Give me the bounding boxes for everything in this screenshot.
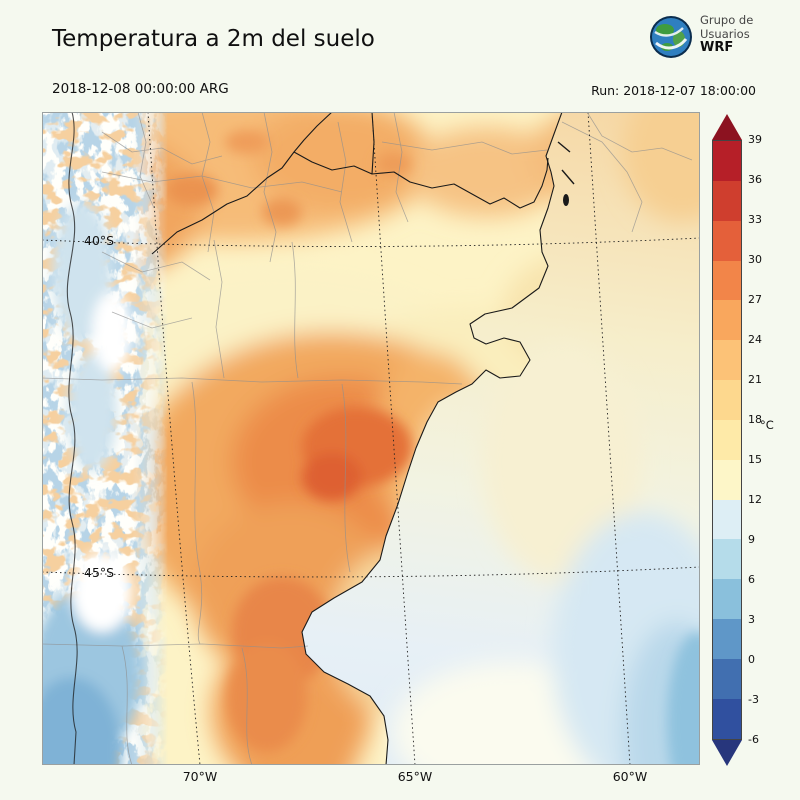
graticule: [42, 112, 700, 765]
temperature-map: 40°S 45°S: [42, 112, 700, 765]
colorbar-band: [713, 658, 741, 699]
wrf-globe-icon: [650, 16, 692, 58]
colorbar-tick-label: 24: [748, 333, 762, 346]
colorbar-tick-label: 15: [748, 453, 762, 466]
colorbar-arrow-top: [712, 114, 742, 140]
lon-label-70w: 70°W: [182, 769, 218, 784]
colorbar-band: [713, 459, 741, 500]
lat-label-40s: 40°S: [84, 233, 114, 248]
colorbar-tick-label: -6: [748, 733, 759, 746]
colorbar-band: [713, 141, 741, 181]
colorbar-band: [713, 340, 741, 381]
colorbar-tick-label: 21: [748, 373, 762, 386]
colorbar-tick-label: 18: [748, 413, 762, 426]
colorbar-unit-label: °C: [760, 418, 774, 432]
chile-border: [66, 112, 78, 765]
colorbar-tick-label: -3: [748, 693, 759, 706]
colorbar-band: [713, 499, 741, 540]
colorbar-tick-label: 36: [748, 173, 762, 186]
lon-label-65w: 65°W: [397, 769, 433, 784]
logo-text: Grupo de Usuarios WRF: [700, 13, 753, 55]
colorbar-tick-label: 9: [748, 533, 755, 546]
logo-line-3: WRF: [700, 40, 734, 55]
colorbar-tick-label: 33: [748, 213, 762, 226]
colorbar-tick-label: 30: [748, 253, 762, 266]
lon-label-60w: 60°W: [612, 769, 648, 784]
run-time-label: Run: 2018-12-07 18:00:00: [591, 83, 756, 98]
colorbar-tick-label: 3: [748, 613, 755, 626]
coastline-borders: [66, 112, 575, 765]
colorbar-tick-label: 0: [748, 653, 755, 666]
colorbar-arrow-bottom: [712, 740, 742, 766]
colorbar-band: [713, 419, 741, 460]
colorbar-band: [713, 698, 741, 739]
colorbar-tick-label: 27: [748, 293, 762, 306]
lat-label-45s: 45°S: [84, 565, 114, 580]
logo-line-1: Grupo de: [700, 13, 754, 27]
valid-time-label: 2018-12-08 00:00:00 ARG: [52, 81, 229, 97]
map-field: 40°S 45°S: [42, 112, 700, 765]
colorbar-band: [713, 300, 741, 341]
colorbar-band: [713, 260, 741, 301]
colorbar-bands: [712, 140, 742, 740]
colorbar-tick-label: 39: [748, 133, 762, 146]
colorbar-tick-label: 12: [748, 493, 762, 506]
coastline: [301, 112, 563, 765]
colorbar-band: [713, 579, 741, 620]
province-borders: [42, 112, 693, 765]
colorbar-band: [713, 539, 741, 580]
colorbar-band: [713, 220, 741, 261]
colorbar-band: [713, 180, 741, 221]
colorbar-band: [713, 619, 741, 659]
colorbar-band: [713, 380, 741, 420]
map-frame: [42, 112, 700, 765]
logo-line-2: Usuarios: [700, 27, 750, 41]
page-title: Temperatura a 2m del suelo: [52, 26, 375, 52]
colorbar-tick-label: 6: [748, 573, 755, 586]
